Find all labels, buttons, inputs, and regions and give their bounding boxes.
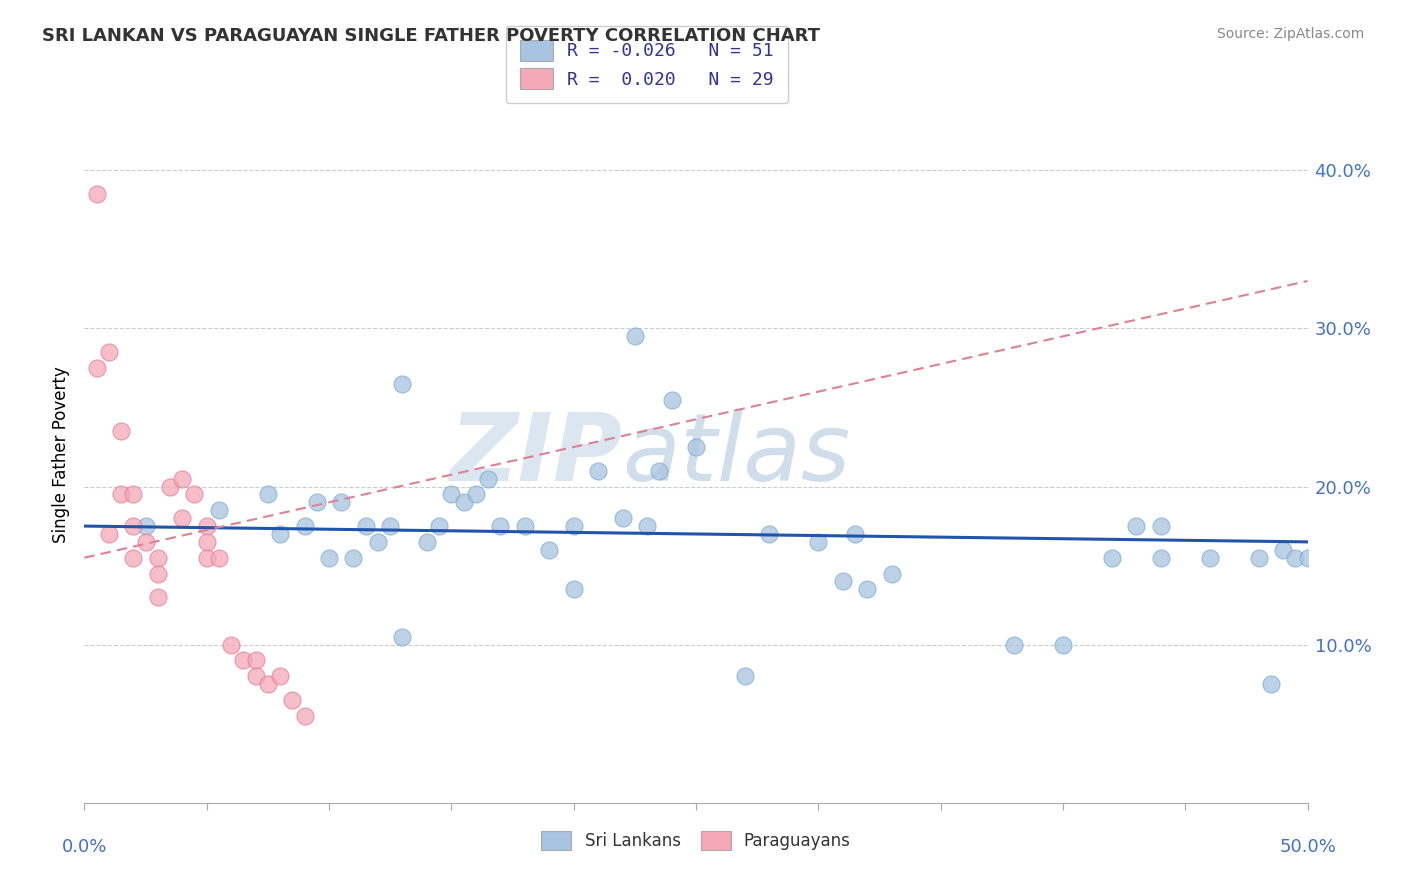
Point [380, 519, 402, 533]
Point [367, 534, 389, 549]
Point [440, 487, 463, 501]
Point [183, 487, 205, 501]
Point [391, 376, 413, 391]
Point [856, 582, 879, 597]
Legend: Sri Lankans, Paraguayans: Sri Lankans, Paraguayans [534, 824, 858, 857]
Point [269, 669, 291, 683]
Point [146, 550, 169, 565]
Point [1150, 519, 1173, 533]
Point [1296, 550, 1319, 565]
Point [1002, 638, 1025, 652]
Point [245, 653, 267, 667]
Point [636, 519, 658, 533]
Text: atlas: atlas [623, 409, 851, 500]
Point [586, 464, 609, 478]
Text: ZIP: ZIP [450, 409, 623, 501]
Point [562, 582, 585, 597]
Point [416, 534, 439, 549]
Point [880, 566, 903, 581]
Point [110, 487, 132, 501]
Text: 0.0%: 0.0% [62, 838, 107, 855]
Point [562, 519, 585, 533]
Text: 50.0%: 50.0% [1279, 838, 1336, 855]
Point [97, 527, 120, 541]
Point [513, 519, 536, 533]
Point [612, 511, 634, 525]
Point [257, 677, 280, 691]
Point [734, 669, 756, 683]
Point [391, 630, 413, 644]
Point [208, 550, 231, 565]
Point [172, 472, 194, 486]
Point [1247, 550, 1270, 565]
Point [661, 392, 683, 407]
Point [305, 495, 328, 509]
Point [135, 534, 157, 549]
Point [208, 503, 231, 517]
Point [354, 519, 377, 533]
Text: Source: ZipAtlas.com: Source: ZipAtlas.com [1216, 27, 1364, 41]
Point [195, 519, 218, 533]
Point [146, 566, 169, 581]
Point [1284, 550, 1306, 565]
Point [538, 542, 561, 557]
Point [122, 550, 145, 565]
Point [453, 495, 475, 509]
Point [685, 440, 707, 454]
Point [1052, 638, 1074, 652]
Y-axis label: Single Father Poverty: Single Father Poverty [52, 367, 70, 543]
Point [464, 487, 486, 501]
Point [318, 550, 340, 565]
Point [477, 472, 499, 486]
Point [648, 464, 671, 478]
Point [807, 534, 830, 549]
Point [86, 186, 108, 201]
Point [342, 550, 364, 565]
Point [195, 534, 218, 549]
Point [269, 527, 291, 541]
Point [110, 424, 132, 438]
Point [135, 519, 157, 533]
Text: SRI LANKAN VS PARAGUAYAN SINGLE FATHER POVERTY CORRELATION CHART: SRI LANKAN VS PARAGUAYAN SINGLE FATHER P… [42, 27, 820, 45]
Point [1125, 519, 1147, 533]
Point [245, 669, 267, 683]
Point [1101, 550, 1123, 565]
Point [624, 329, 647, 343]
Point [195, 550, 218, 565]
Point [86, 360, 108, 375]
Point [1150, 550, 1173, 565]
Point [122, 519, 145, 533]
Point [844, 527, 866, 541]
Point [294, 519, 316, 533]
Point [489, 519, 512, 533]
Point [1260, 677, 1282, 691]
Point [122, 487, 145, 501]
Point [232, 653, 254, 667]
Point [330, 495, 353, 509]
Point [831, 574, 853, 589]
Point [257, 487, 280, 501]
Point [758, 527, 780, 541]
Point [97, 345, 120, 359]
Point [159, 479, 181, 493]
Point [427, 519, 450, 533]
Point [281, 693, 304, 707]
Point [172, 511, 194, 525]
Point [219, 638, 242, 652]
Point [294, 708, 316, 723]
Point [1272, 542, 1295, 557]
Point [146, 591, 169, 605]
Point [1198, 550, 1220, 565]
